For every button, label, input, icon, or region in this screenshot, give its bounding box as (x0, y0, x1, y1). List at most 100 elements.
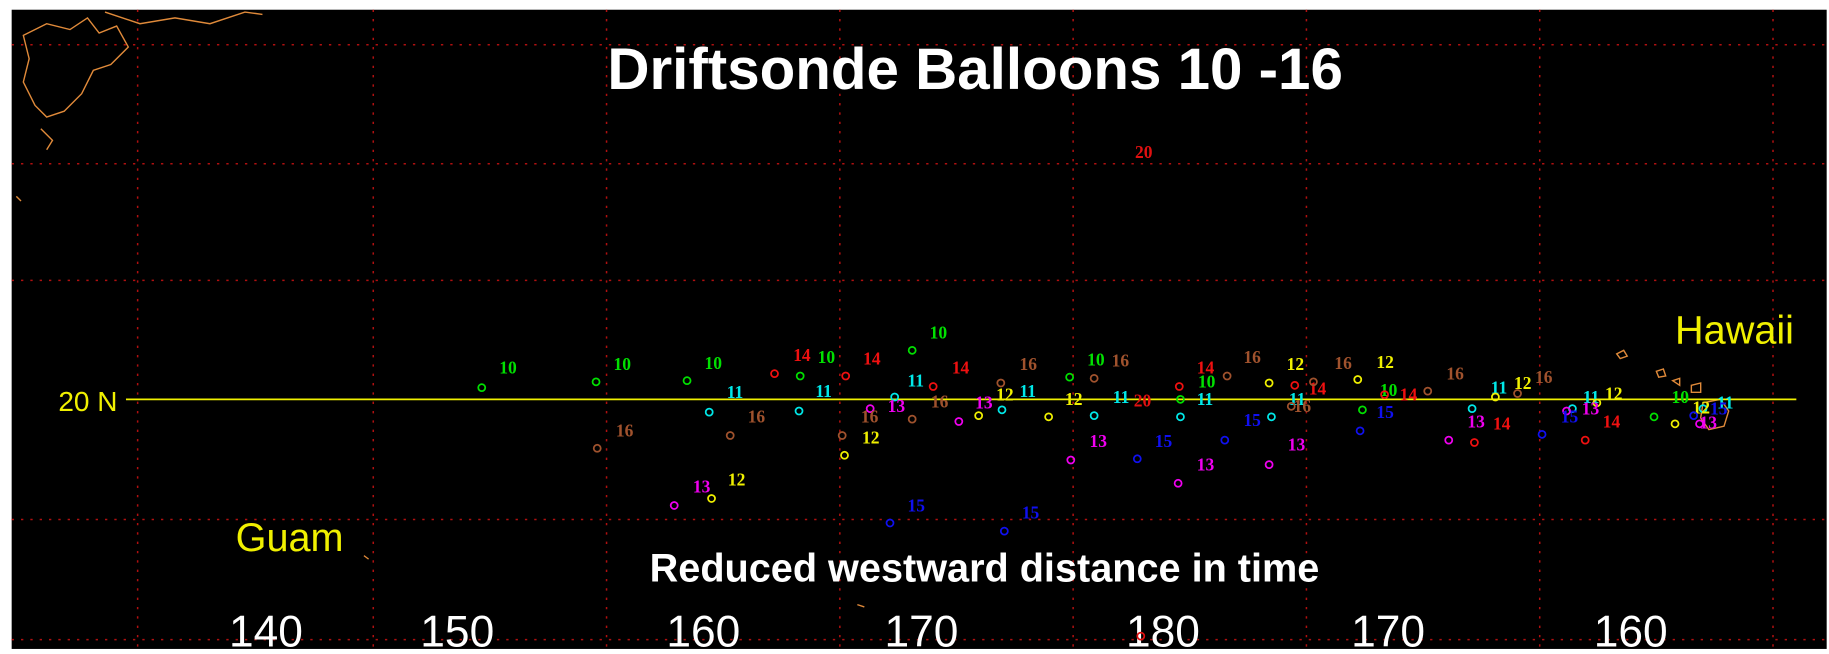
balloon-label: 11 (727, 382, 744, 402)
balloon-marker (1353, 375, 1363, 384)
balloon-label: 11 (1717, 393, 1734, 413)
balloon-label: 16 (1243, 347, 1261, 367)
balloon-marker (1136, 631, 1146, 641)
balloon-label: 13 (1288, 435, 1306, 455)
balloon-marker (1065, 372, 1075, 382)
balloon-label: 10 (818, 347, 836, 367)
balloon-label: 12 (728, 470, 745, 490)
balloon-label: 10 (705, 353, 723, 373)
balloon-marker (1066, 455, 1076, 465)
balloon-marker (704, 407, 714, 417)
balloon-marker (954, 417, 964, 426)
balloon-marker (591, 377, 601, 387)
place-label: Hawaii (1675, 308, 1794, 352)
balloon-label: 16 (931, 391, 949, 411)
balloon-marker (1423, 386, 1433, 396)
balloon-label: 11 (1583, 387, 1600, 407)
balloon-label: 12 (1514, 373, 1531, 393)
x-label: 180 (1126, 608, 1200, 654)
balloon-label: 15 (908, 495, 926, 515)
balloon-marker (669, 501, 679, 510)
balloon-marker (1698, 404, 1708, 414)
balloon-marker (1089, 411, 1099, 421)
balloon-marker (477, 383, 487, 393)
balloon-label: 10 (1198, 372, 1216, 392)
balloon-label: 12 (996, 384, 1013, 404)
balloon-marker (1044, 412, 1054, 422)
balloon-marker (1513, 389, 1522, 398)
balloon-label: 11 (1491, 377, 1508, 397)
title: Driftsonde Balloons 10 -16 (607, 37, 1343, 102)
balloon-label: 11 (908, 370, 925, 390)
balloon-label: 20 (1135, 142, 1153, 162)
balloon-label: 15 (1022, 502, 1040, 522)
balloon-label: 13 (1467, 411, 1485, 431)
balloon-marker (795, 371, 805, 381)
balloon-label: 16 (616, 421, 634, 441)
balloon-label: 20 (1134, 390, 1152, 410)
x-label: 140 (229, 608, 303, 654)
balloon-marker (1358, 405, 1367, 415)
balloon-label: 14 (793, 345, 811, 365)
balloon-marker (1562, 406, 1571, 416)
balloon-label: 14 (1493, 414, 1511, 434)
subtitle: Reduced westward distance in time (650, 546, 1320, 590)
x-label: 170 (1351, 608, 1425, 654)
balloon-label: 10 (499, 358, 517, 378)
balloon-label: 12 (1065, 389, 1082, 409)
balloon-marker (1173, 478, 1183, 488)
balloon-marker (996, 378, 1006, 388)
balloon-marker (1580, 435, 1590, 445)
balloon-label: 15 (1561, 407, 1579, 427)
balloon-label: 16 (748, 407, 766, 427)
balloon-label: 11 (1113, 387, 1130, 407)
balloon-label: 15 (1155, 431, 1173, 451)
x-labels: 140 150 160 170 180 170 160 (229, 608, 1668, 654)
balloon-marker (1444, 435, 1454, 445)
balloon-label: 10 (1087, 349, 1105, 369)
balloon-label: 10 (614, 354, 632, 374)
balloon-label: 12 (1605, 383, 1622, 403)
balloon-marker (907, 414, 917, 424)
x-label: 160 (1594, 608, 1668, 654)
balloon-label: 13 (1089, 431, 1107, 451)
balloon-label: 14 (1603, 411, 1621, 431)
balloon-label: 14 (1197, 358, 1215, 378)
balloon-marker (1176, 394, 1185, 404)
balloon-marker (1222, 371, 1232, 381)
balloon-marker (1380, 390, 1389, 400)
balloon-label: 15 (1376, 402, 1394, 422)
balloon-marker (1355, 426, 1365, 436)
balloon-marker (928, 382, 938, 391)
balloon-marker (1309, 377, 1318, 387)
balloon-label: 16 (1112, 351, 1130, 371)
x-label: 170 (885, 608, 959, 654)
balloon-marker (885, 518, 895, 528)
balloon-marker (1467, 404, 1477, 414)
balloon-label: 16 (1334, 353, 1352, 373)
balloon-label: 12 (862, 428, 879, 448)
balloon-label: 13 (888, 396, 906, 416)
balloon-label: 13 (975, 393, 993, 413)
balloon-marker (1264, 460, 1274, 470)
balloon-marker (1286, 401, 1296, 411)
balloon-marker (890, 392, 900, 402)
balloon-label: 14 (1400, 384, 1418, 404)
balloon-marker (1267, 412, 1276, 422)
balloon-label: 10 (1380, 380, 1398, 400)
balloon-marker (974, 411, 984, 421)
balloon-marker (1649, 412, 1659, 422)
balloon-marker (1689, 411, 1699, 421)
balloon-marker (997, 405, 1007, 415)
balloon-label: 16 (1019, 354, 1037, 374)
balloon-label: 13 (1197, 454, 1215, 474)
balloon-marker (865, 404, 875, 414)
balloon-marker (682, 376, 692, 386)
balloon-marker (1264, 378, 1274, 388)
balloon-marker (1695, 419, 1704, 429)
balloon-marker (707, 494, 716, 503)
balloon-label: 11 (1019, 381, 1036, 401)
balloon-label: 14 (863, 348, 881, 368)
x-label: 160 (666, 608, 740, 654)
